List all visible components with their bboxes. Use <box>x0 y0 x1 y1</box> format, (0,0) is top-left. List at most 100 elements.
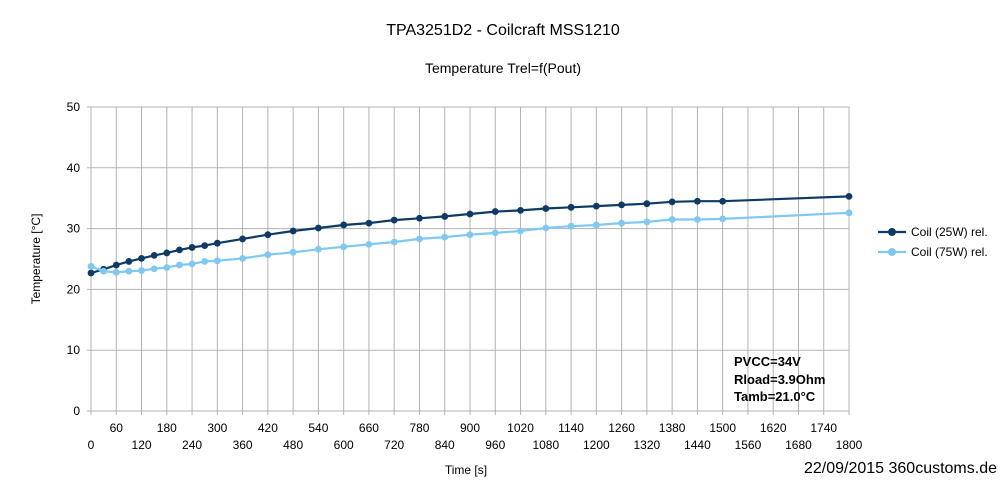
data-point <box>567 203 575 211</box>
data-point <box>87 262 95 270</box>
legend-item: Coil (25W) rel. <box>878 225 988 239</box>
x-axis: 0 60 120 180 240 300 360 420 480 540 600 660 720 780 8… <box>88 411 863 452</box>
data-point <box>340 221 348 229</box>
data-point <box>694 216 701 223</box>
data-point <box>441 213 449 220</box>
x-tick-label: 1440 <box>684 438 711 452</box>
x-tick-label: 840 <box>435 438 455 452</box>
data-point <box>163 264 171 271</box>
data-point <box>668 198 676 206</box>
x-tick-label: 1020 <box>507 421 534 435</box>
x-tick-label: 1680 <box>785 438 812 452</box>
x-tick-label: 660 <box>359 421 379 435</box>
data-point <box>213 257 221 265</box>
legend-label: Coil (75W) rel. <box>911 245 988 259</box>
y-tick-label: 40 <box>67 161 81 175</box>
y-axis-label: Temperature [°C] <box>29 214 43 305</box>
data-point <box>694 197 701 205</box>
chart-subtitle: Temperature Trel=f(Pout) <box>425 60 581 76</box>
data-point <box>491 208 499 215</box>
data-point <box>87 269 95 277</box>
x-tick-label: 300 <box>207 421 227 435</box>
x-tick-label: 240 <box>182 438 202 452</box>
legend: Coil (25W) rel. Coil (75W) rel. <box>878 225 988 259</box>
x-tick-label: 900 <box>460 421 480 435</box>
x-tick-label: 180 <box>157 421 177 435</box>
x-tick-label: 1380 <box>659 421 686 435</box>
data-point <box>845 209 853 217</box>
y-tick-label: 20 <box>67 282 81 296</box>
y-tick-label: 50 <box>67 100 81 114</box>
x-tick-label: 0 <box>88 438 95 452</box>
x-tick-label: 60 <box>110 421 124 435</box>
data-point <box>618 201 625 209</box>
data-point <box>188 244 196 251</box>
x-tick-label: 1200 <box>583 438 610 452</box>
data-point <box>264 231 272 239</box>
data-point <box>315 245 322 253</box>
data-point <box>176 246 183 254</box>
data-point <box>289 248 297 256</box>
data-point <box>390 216 398 224</box>
data-point <box>466 210 474 218</box>
data-point <box>719 215 727 223</box>
x-tick-label: 540 <box>308 421 328 435</box>
data-point <box>264 251 272 259</box>
x-tick-label: 780 <box>409 421 429 435</box>
data-point <box>340 243 348 251</box>
data-point <box>416 214 423 222</box>
data-point <box>643 218 651 226</box>
data-point <box>390 238 398 246</box>
data-point <box>176 261 183 269</box>
legend-swatch-marker <box>888 248 896 256</box>
data-point <box>618 219 625 227</box>
data-point <box>315 224 322 232</box>
annotation-pvcc: PVCC=34V <box>734 354 801 369</box>
footer-credit: 22/09/2015 360customs.de <box>804 460 997 477</box>
x-tick-label: 1320 <box>634 438 661 452</box>
x-tick-label: 960 <box>485 438 505 452</box>
data-point <box>163 249 171 257</box>
data-point <box>150 251 158 259</box>
data-point <box>201 242 209 250</box>
data-point <box>643 200 651 208</box>
x-tick-label: 120 <box>132 438 152 452</box>
data-point <box>567 222 575 230</box>
data-point <box>138 254 145 262</box>
annotation-rload: Rload=3.9Ohm <box>734 372 825 387</box>
x-tick-label: 1080 <box>532 438 559 452</box>
x-tick-label: 480 <box>283 438 303 452</box>
series-layer <box>87 192 853 277</box>
data-point <box>441 233 449 241</box>
data-point <box>201 258 209 265</box>
data-point <box>491 229 499 237</box>
data-point <box>112 268 120 276</box>
x-tick-label: 1620 <box>760 421 787 435</box>
legend-label: Coil (25W) rel. <box>911 225 988 239</box>
data-point <box>668 216 676 223</box>
data-point <box>125 258 133 265</box>
annotation-tamb: Tamb=21.0°C <box>734 389 816 404</box>
legend-swatch-marker <box>888 228 896 236</box>
data-point <box>416 235 423 243</box>
data-point <box>213 239 221 247</box>
data-point <box>100 267 108 275</box>
series-2 <box>87 209 853 276</box>
x-tick-label: 1800 <box>836 438 863 452</box>
y-axis: 0 10 20 30 40 50 <box>67 100 91 418</box>
x-tick-label: 1260 <box>608 421 635 435</box>
x-tick-label: 1500 <box>709 421 736 435</box>
data-point <box>592 202 600 210</box>
data-point <box>542 205 550 212</box>
x-tick-label: 420 <box>258 421 278 435</box>
data-point <box>592 221 600 229</box>
annotation-box: PVCC=34V Rload=3.9Ohm Tamb=21.0°C <box>734 354 825 404</box>
data-point <box>125 267 133 275</box>
x-tick-label: 1560 <box>735 438 762 452</box>
data-point <box>239 254 247 262</box>
x-tick-label: 720 <box>384 438 404 452</box>
x-tick-label: 600 <box>334 438 354 452</box>
x-tick-label: 360 <box>233 438 253 452</box>
data-point <box>517 227 524 235</box>
